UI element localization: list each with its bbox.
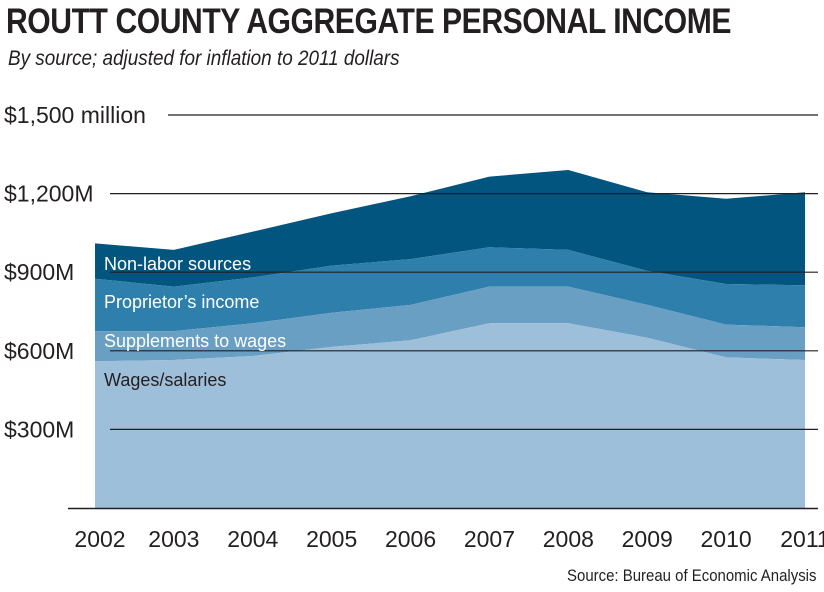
chart-subtitle: By source; adjusted for inflation to 201…: [8, 47, 400, 70]
x-tick-label: 2011: [780, 526, 824, 552]
source-note: Source: Bureau of Economic Analysis: [566, 566, 816, 585]
x-tick-label: 2005: [306, 526, 357, 552]
x-tick-label: 2008: [543, 526, 594, 552]
y-tick-label: $1,200M: [4, 181, 94, 207]
x-tick-label: 2004: [227, 526, 278, 552]
y-tick-label: $600M: [4, 338, 74, 364]
x-tick-label: 2010: [701, 526, 752, 552]
x-tick-label: 2007: [464, 526, 515, 552]
gridlines: [68, 114, 818, 510]
y-tick-label: $300M: [4, 416, 74, 442]
series-label: Wages/salaries: [104, 370, 226, 390]
series-label: Non-labor sources: [104, 254, 251, 274]
area-proprietor-s-income: [95, 247, 805, 332]
series-label: Supplements to wages: [104, 331, 286, 351]
y-tick-label: $900M: [4, 259, 74, 285]
area-supplements-to-wages: [95, 286, 805, 362]
x-tick-label: 2009: [622, 526, 673, 552]
area-layers: [95, 170, 805, 508]
x-tick-label: 2006: [385, 526, 436, 552]
x-tick-label: 2002: [74, 526, 125, 552]
x-axis-ticks: 2002 2003 2004 2005 2006 2007 2008 2009 2010 2011: [74, 526, 824, 552]
series-label: Proprietor’s income: [104, 292, 259, 312]
y-axis-ticks: $300M $600M $900M $1,200M $1,500 million: [4, 102, 146, 442]
area-non-labor-sources: [95, 170, 805, 287]
series-labels: Wages/salaries Supplements to wages Propri…: [104, 254, 286, 390]
chart-title: ROUTT COUNTY AGGREGATE PERSONAL INCOME: [6, 2, 732, 41]
area-wages-salaries: [95, 323, 805, 508]
x-tick-label: 2003: [148, 526, 199, 552]
y-tick-label: $1,500 million: [4, 102, 146, 128]
